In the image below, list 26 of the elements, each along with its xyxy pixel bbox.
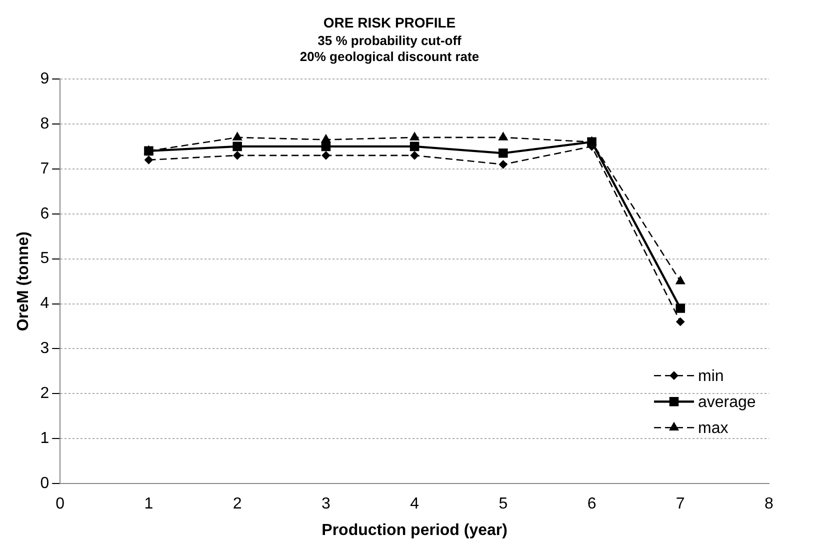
x-tick-label: 3 xyxy=(321,496,330,513)
x-tick-label: 6 xyxy=(587,496,596,513)
y-tick-label: 5 xyxy=(40,250,50,268)
x-tick-label: 2 xyxy=(232,496,242,513)
chart-title: ORE RISK PROFILE xyxy=(323,14,456,30)
legend-label: min xyxy=(698,368,724,386)
x-tick-label: 7 xyxy=(676,496,685,513)
y-tick-label: 8 xyxy=(40,115,50,132)
y-tick-label: 6 xyxy=(40,205,50,222)
y-tick-label: 9 xyxy=(40,70,50,88)
y-tick-label: 4 xyxy=(40,295,50,312)
legend-label: max xyxy=(698,420,728,438)
y-axis-title: OreM (tonne) xyxy=(15,232,32,332)
x-tick-label: 8 xyxy=(764,496,774,513)
x-tick-label: 1 xyxy=(144,496,154,513)
x-tick-label: 5 xyxy=(498,496,508,513)
x-axis-title: Production period (year) xyxy=(322,522,508,539)
x-tick-label: 4 xyxy=(410,496,420,513)
y-tick-label: 1 xyxy=(40,430,50,448)
y-tick-label: 7 xyxy=(40,160,50,178)
chart-subtitle: 35 % probability cut-off 20% geological discount rate xyxy=(300,33,480,64)
x-tick-label: 0 xyxy=(56,496,65,513)
y-tick-label: 2 xyxy=(40,385,50,402)
y-tick-label: 0 xyxy=(40,475,50,492)
y-tick-label: 3 xyxy=(40,340,50,358)
legend-label: average xyxy=(698,394,756,412)
